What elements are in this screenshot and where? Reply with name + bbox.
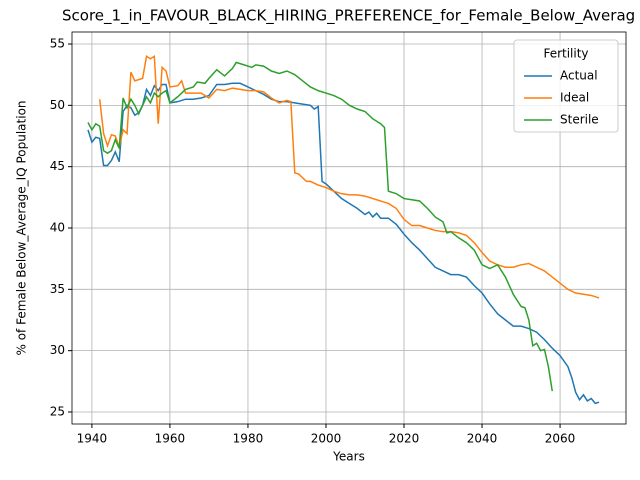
legend-label: Actual (560, 69, 598, 83)
series-line (98, 54, 600, 299)
legend-box (513, 39, 619, 133)
y-axis-label: % of Female Below_Average_IQ Population (15, 100, 29, 355)
chart-title: Score_1_in_FAVOUR_BLACK_HIRING_PREFERENC… (62, 7, 635, 26)
x-tick-label: 2060 (545, 432, 576, 446)
x-axis-label: Years (332, 450, 365, 464)
legend-label: Sterile (560, 113, 599, 127)
y-tick-label: 45 (50, 159, 65, 173)
y-tick-label: 30 (50, 343, 65, 357)
legend-title: Fertility (543, 47, 588, 61)
x-tick-label: 2040 (467, 432, 498, 446)
x-tick-label: 1980 (233, 432, 264, 446)
x-tick-label: 1940 (77, 432, 108, 446)
y-tick-label: 40 (50, 221, 65, 235)
series-line (87, 61, 554, 392)
x-tick-label: 2000 (311, 432, 342, 446)
y-tick-label: 55 (50, 37, 65, 51)
y-tick-label: 35 (50, 282, 65, 296)
y-tick-label: 50 (50, 98, 65, 112)
x-tick-label: 1960 (155, 432, 186, 446)
y-tick-label: 25 (50, 404, 65, 418)
legend-label: Ideal (560, 91, 589, 105)
x-tick-label: 2020 (389, 432, 420, 446)
plot-frame (71, 31, 627, 425)
